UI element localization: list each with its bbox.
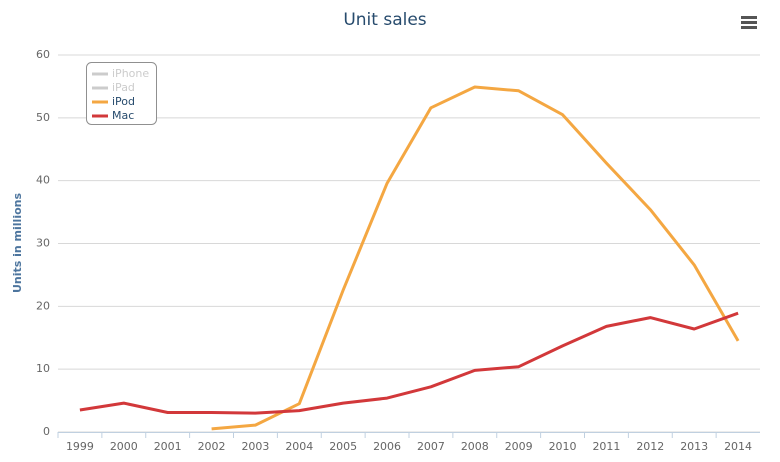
y-tick-label: 40 <box>36 174 50 187</box>
y-tick-label: 20 <box>36 299 50 312</box>
y-tick-label: 30 <box>36 237 50 250</box>
x-tick-label: 2005 <box>329 440 357 453</box>
x-tick-label: 2008 <box>461 440 489 453</box>
x-tick-label: 2013 <box>680 440 708 453</box>
legend-label: iPad <box>112 81 135 94</box>
x-tick-label: 2004 <box>285 440 313 453</box>
x-tick-label: 2001 <box>154 440 182 453</box>
legend-item[interactable]: Mac <box>92 109 134 122</box>
x-tick-label: 2009 <box>505 440 533 453</box>
x-tick-label: 2011 <box>592 440 620 453</box>
legend-item[interactable]: iPad <box>92 81 135 94</box>
legend-item[interactable]: iPod <box>92 95 135 108</box>
y-axis-label: Units in millions <box>11 193 24 294</box>
x-tick-label: 2007 <box>417 440 445 453</box>
y-tick-label: 10 <box>36 362 50 375</box>
legend-box <box>86 62 157 125</box>
chart-title: Unit sales <box>343 10 426 30</box>
x-tick-label: 2000 <box>110 440 138 453</box>
y-tick-label: 50 <box>36 111 50 124</box>
series-line <box>79 311 739 415</box>
series-line <box>211 85 740 431</box>
x-tick-label: 2010 <box>549 440 577 453</box>
legend-label: Mac <box>112 109 134 122</box>
x-tick-label: 1999 <box>66 440 94 453</box>
legend-item[interactable]: iPhone <box>92 67 149 80</box>
x-tick-label: 2012 <box>636 440 664 453</box>
y-tick-label: 0 <box>43 425 50 438</box>
x-tick-label: 2014 <box>724 440 752 453</box>
menu-button[interactable] <box>741 16 757 29</box>
x-tick-label: 2003 <box>241 440 269 453</box>
x-tick-label: 2002 <box>198 440 226 453</box>
x-tick-label: 2006 <box>373 440 401 453</box>
y-tick-label: 60 <box>36 48 50 61</box>
legend-label: iPod <box>112 95 135 108</box>
legend-label: iPhone <box>112 67 149 80</box>
